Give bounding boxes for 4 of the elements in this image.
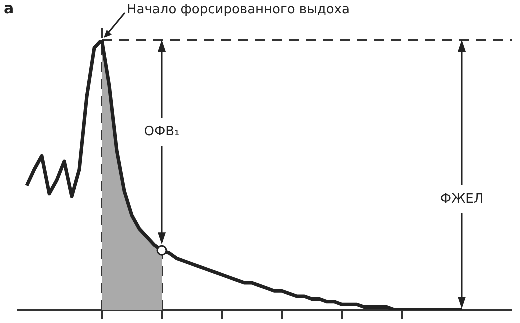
annotation: ОФВ₁: [144, 124, 180, 140]
text: а: [4, 0, 14, 18]
annotation: Начало форсированного выдоха: [127, 2, 350, 18]
annotation: ФЖЕЛ: [440, 192, 484, 207]
